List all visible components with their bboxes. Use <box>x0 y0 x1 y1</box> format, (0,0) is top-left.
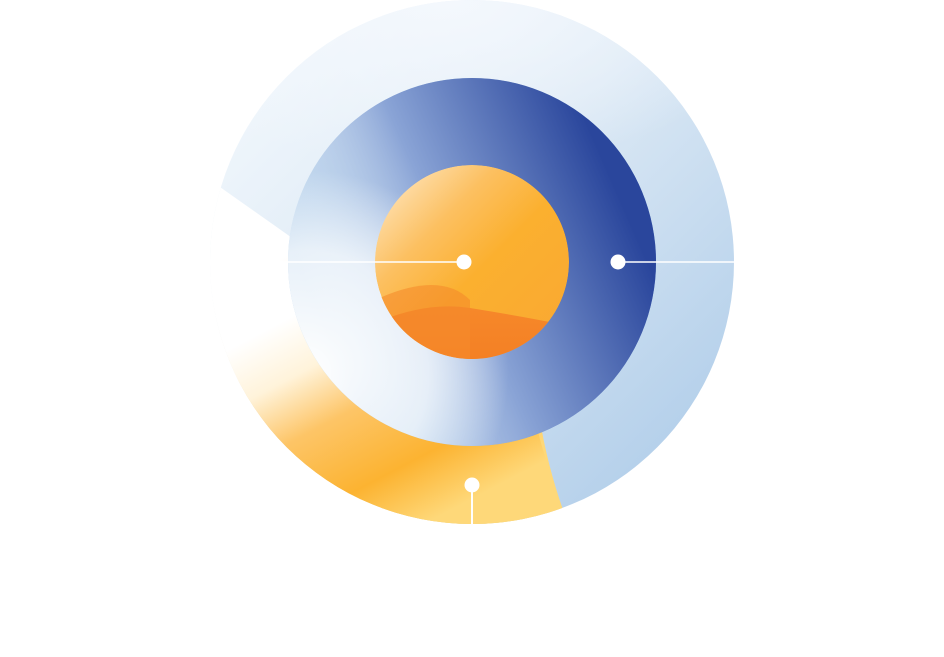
middle-marker <box>610 254 626 270</box>
outer-marker <box>464 477 480 493</box>
center-marker <box>456 254 472 270</box>
